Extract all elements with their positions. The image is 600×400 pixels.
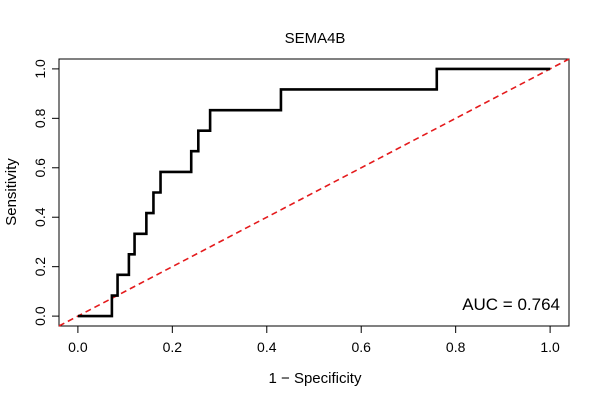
auc-annotation: AUC = 0.764: [462, 295, 560, 314]
x-tick-label: 0.2: [163, 339, 183, 355]
chart-title: SEMA4B: [285, 30, 346, 47]
x-tick-label: 0.0: [68, 339, 88, 355]
x-tick-label: 1.0: [540, 339, 560, 355]
roc-curve-line: [77, 67, 551, 318]
y-tick-label: 1.0: [32, 59, 48, 79]
y-axis-label: Sensitivity: [3, 158, 20, 226]
plot-frame: [58, 58, 570, 327]
x-tick-label: 0.6: [351, 339, 371, 355]
x-axis: 0.0 0.2 0.4 0.6 0.8 1.0: [68, 326, 560, 355]
chance-diagonal-line: [58, 58, 570, 327]
x-tick-label: 0.4: [257, 339, 277, 355]
y-tick-label: 0.4: [32, 207, 48, 227]
x-tick-label: 0.8: [446, 339, 466, 355]
y-tick-label: 0.0: [32, 306, 48, 326]
x-axis-label: 1 − Specificity: [269, 370, 362, 387]
y-tick-label: 0.6: [32, 158, 48, 178]
y-tick-label: 0.2: [32, 257, 48, 277]
series-layer: [58, 58, 570, 327]
y-axis: 0.0 0.2 0.4 0.6 0.8 1.0: [32, 59, 59, 326]
y-tick-label: 0.8: [32, 108, 48, 128]
